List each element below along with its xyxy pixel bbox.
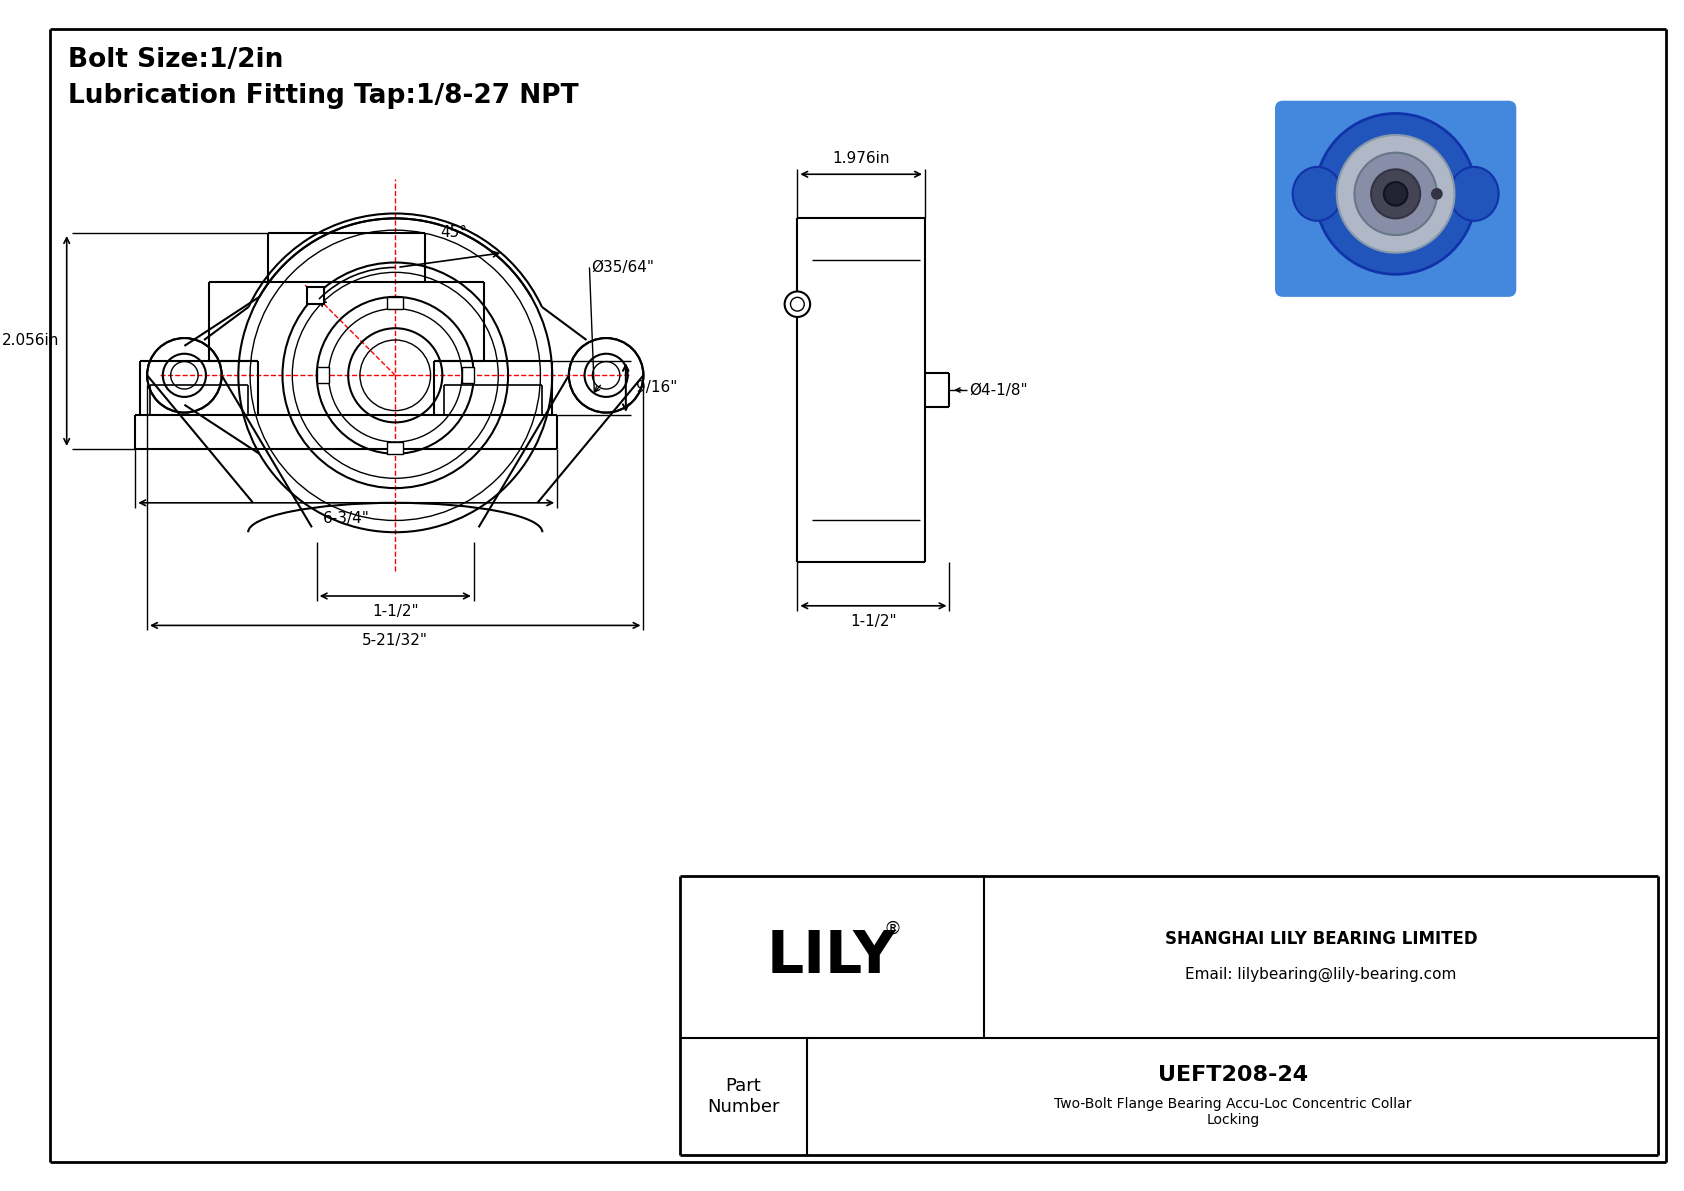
Circle shape xyxy=(1431,188,1443,200)
Bar xyxy=(387,442,402,454)
Text: Bolt Size:1/2in: Bolt Size:1/2in xyxy=(67,46,283,73)
Text: 5-21/32": 5-21/32" xyxy=(362,634,428,648)
Text: UEFT208-24: UEFT208-24 xyxy=(1159,1065,1308,1085)
Ellipse shape xyxy=(1293,167,1342,220)
Text: Two-Bolt Flange Bearing Accu-Loc Concentric Collar: Two-Bolt Flange Bearing Accu-Loc Concent… xyxy=(1054,1097,1411,1111)
Text: Locking: Locking xyxy=(1206,1112,1260,1127)
Text: 9/16": 9/16" xyxy=(635,380,677,395)
Circle shape xyxy=(1384,182,1408,206)
Text: Ø4-1/8": Ø4-1/8" xyxy=(968,382,1027,398)
Circle shape xyxy=(147,338,222,412)
Bar xyxy=(317,368,328,384)
Text: 45°: 45° xyxy=(441,225,468,239)
Text: 2.056in: 2.056in xyxy=(2,333,59,349)
Text: ®: ® xyxy=(884,921,901,939)
Circle shape xyxy=(785,292,810,317)
Text: 1-1/2": 1-1/2" xyxy=(850,613,896,629)
Text: Ø35/64": Ø35/64" xyxy=(591,260,655,275)
Circle shape xyxy=(1371,169,1420,218)
Text: Email: lilybearing@lily-bearing.com: Email: lilybearing@lily-bearing.com xyxy=(1186,967,1457,981)
Text: LILY: LILY xyxy=(766,928,896,985)
FancyBboxPatch shape xyxy=(1275,101,1516,297)
Circle shape xyxy=(1354,152,1436,235)
Text: SHANGHAI LILY BEARING LIMITED: SHANGHAI LILY BEARING LIMITED xyxy=(1165,930,1477,948)
Polygon shape xyxy=(306,287,325,305)
Text: Part
Number: Part Number xyxy=(707,1077,780,1116)
Bar xyxy=(387,297,402,308)
Circle shape xyxy=(1337,135,1455,252)
Text: Lubrication Fitting Tap:1/8-27 NPT: Lubrication Fitting Tap:1/8-27 NPT xyxy=(67,83,578,110)
Circle shape xyxy=(1315,113,1477,274)
Circle shape xyxy=(569,338,643,412)
Ellipse shape xyxy=(1450,167,1499,220)
Text: 1.976in: 1.976in xyxy=(832,151,889,167)
Text: 6-3/4": 6-3/4" xyxy=(323,511,370,525)
Bar xyxy=(461,368,473,384)
Text: 1-1/2": 1-1/2" xyxy=(372,604,419,619)
